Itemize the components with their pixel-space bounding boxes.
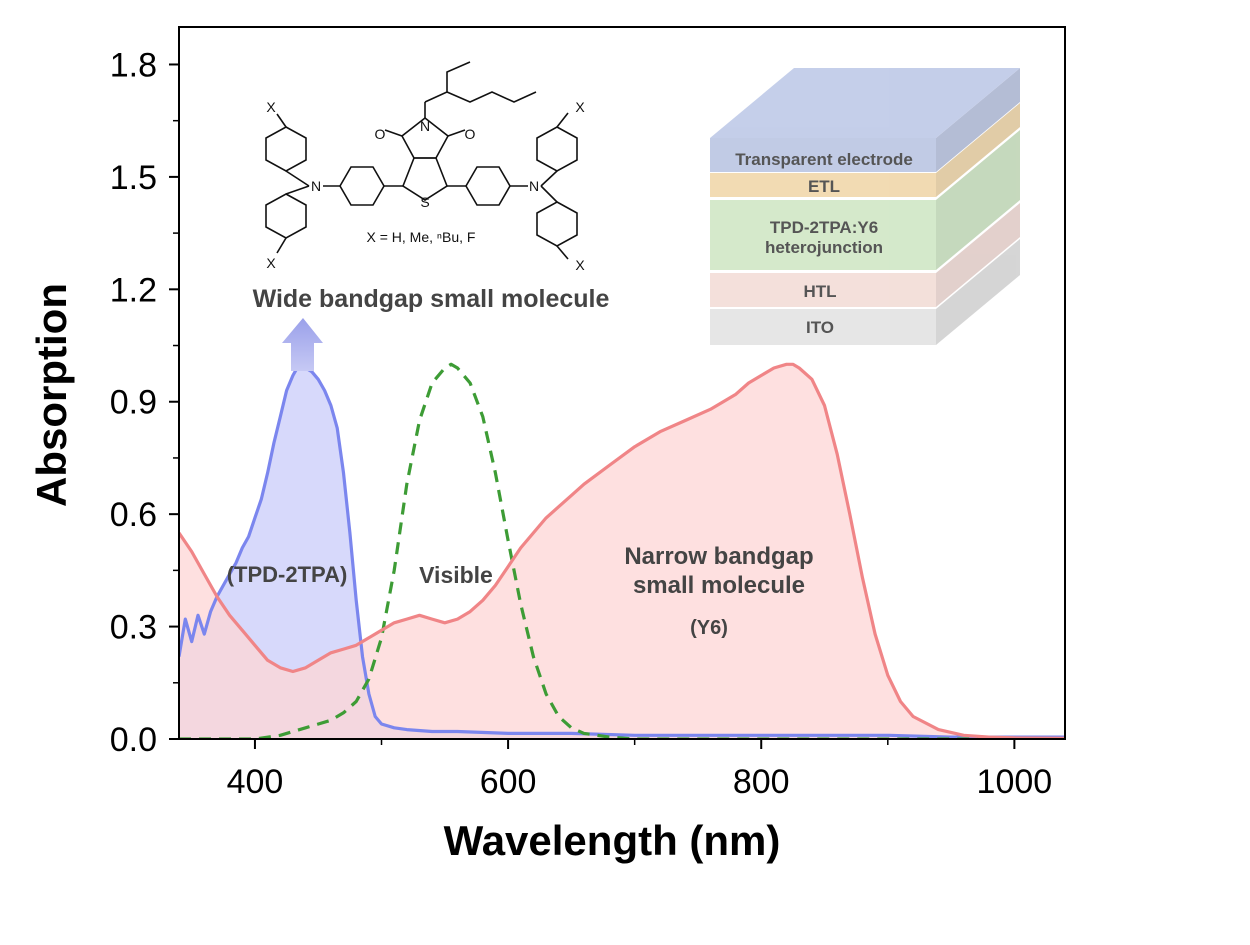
y-axis-title: Absorption <box>28 283 75 507</box>
atom-o-1: O <box>375 126 386 142</box>
layer-electrode-top <box>710 68 1020 138</box>
atom-x-4: X <box>575 257 585 273</box>
layer-label-ito: ITO <box>806 318 834 337</box>
x-tick-label-400: 400 <box>227 763 284 801</box>
molecule-atoms: X X X X N N N O O S X = H, Me, ⁿBu, F <box>266 99 585 273</box>
y-tick-label-5: 1.5 <box>110 159 157 197</box>
y-tick-label-4: 1.2 <box>110 271 157 309</box>
y6-label-line3: (Y6) <box>690 617 728 639</box>
layer-label-active: TPD-2TPA:Y6 <box>770 218 878 237</box>
area-y6 <box>179 364 1065 739</box>
layer-electrode-front <box>710 138 936 172</box>
atom-n-1: N <box>311 178 321 194</box>
layer-electrode <box>710 68 1020 172</box>
atom-x-2: X <box>266 255 276 271</box>
layer-active-front <box>710 200 936 270</box>
series-line-tpd <box>179 362 1065 739</box>
series-line-visible <box>179 362 1065 739</box>
atom-x-1: X <box>266 99 276 115</box>
x-tick-label-600: 600 <box>480 763 537 801</box>
y-tick-label-6: 1.8 <box>110 46 157 84</box>
y-axis: 0.0 0.3 0.6 0.9 1.2 1.5 1.8 <box>110 46 179 759</box>
layer-etl-side <box>936 103 1020 197</box>
layer-label-etl: ETL <box>808 177 840 196</box>
y-tick-label-1: 0.3 <box>110 609 157 647</box>
layer-etl <box>710 103 1020 197</box>
up-arrow-icon <box>282 318 323 371</box>
x-axis-title: Wavelength (nm) <box>444 817 781 864</box>
layer-ito-side <box>936 239 1020 345</box>
x-axis: 400 600 800 1000 <box>227 739 1053 801</box>
atom-s: S <box>420 194 429 210</box>
layer-label-htl: HTL <box>803 282 836 301</box>
wide-bandgap-label: Wide bandgap small molecule <box>253 285 610 313</box>
layer-htl-side <box>936 203 1020 307</box>
device-stack-diagram: Transparent electrode ETL TPD-2TPA:Y6heter… <box>710 68 1020 345</box>
layer-etl-front <box>710 173 936 197</box>
y-tick-label-3: 0.9 <box>110 384 157 422</box>
layer-label-electrode: Transparent electrode <box>735 150 913 169</box>
y6-label-line1: Narrow bandgap <box>624 543 813 570</box>
visible-label: Visible <box>419 562 493 588</box>
layer-htl-front <box>710 273 936 307</box>
plot-frame <box>178 26 1066 740</box>
substituent-text: X = H, Me, ⁿBu, F <box>367 229 476 245</box>
curve-layer <box>179 362 1065 739</box>
y6-label-line2: small molecule <box>633 572 805 599</box>
atom-x-3: X <box>575 99 585 115</box>
x-tick-label-1000: 1000 <box>977 763 1053 801</box>
layer-electrode-side <box>936 68 1020 172</box>
layer-ito-front <box>710 309 936 345</box>
x-tick-label-800: 800 <box>733 763 790 801</box>
layer-ito <box>710 239 1020 345</box>
layer-active-side <box>936 130 1020 270</box>
layer-label-active-2: heterojunction <box>765 238 883 257</box>
layer-htl <box>710 203 1020 307</box>
y-tick-label-0: 0.0 <box>110 721 157 759</box>
molecule-structure-icon <box>265 61 578 260</box>
atom-n-3: N <box>420 118 430 134</box>
atom-o-2: O <box>465 126 476 142</box>
y-tick-label-2: 0.6 <box>110 496 157 534</box>
tpd-label: (TPD-2TPA) <box>227 562 348 587</box>
series-line-y6 <box>179 362 1065 739</box>
atom-n-2: N <box>529 178 539 194</box>
layer-active <box>710 130 1020 270</box>
